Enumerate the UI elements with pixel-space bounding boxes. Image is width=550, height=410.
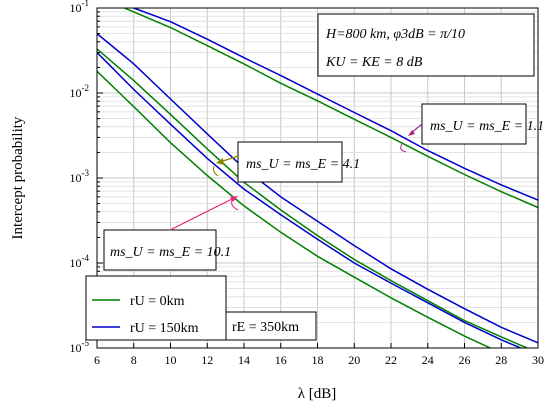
x-tick-label: 20 — [348, 353, 360, 367]
series-line-0 — [133, 8, 538, 201]
x-tick-label: 16 — [275, 353, 287, 367]
arc-m11 — [400, 143, 407, 153]
x-tick-label: 12 — [201, 353, 213, 367]
x-tick-label: 26 — [459, 353, 471, 367]
x-tick-label: 10 — [165, 353, 177, 367]
annotation-m101-text: ms_U = ms_E = 10.1 — [110, 245, 231, 260]
series-layer — [97, 8, 538, 348]
annotation-m101: ms_U = ms_E = 10.1 — [103, 229, 231, 271]
annotation-arrows — [169, 123, 423, 231]
x-tick-label: 28 — [495, 353, 507, 367]
series-line-5 — [97, 70, 493, 348]
legend: rU = 0km rU = 150km rE = 350km — [85, 275, 317, 341]
y-tick-label: 10-3 — [70, 168, 90, 185]
annotation-m11: ms_U = ms_E = 1.1 — [421, 103, 544, 145]
x-tick-label: 18 — [312, 353, 324, 367]
annotation-m11-text: ms_U = ms_E = 1.1 — [430, 119, 544, 134]
x-axis-title: λ [dB] — [298, 386, 337, 402]
params-box: H=800 km, φ3dB = π/10 KU = KE = 8 dB — [317, 13, 535, 77]
arc-m41 — [213, 165, 219, 177]
series-line-4 — [97, 51, 523, 348]
annotation-m41: ms_U = ms_E = 4.1 — [237, 141, 360, 183]
x-tick-label: 22 — [385, 353, 397, 367]
y-tick-label: 10-4 — [70, 253, 90, 270]
legend-extra-label: rE = 350km — [232, 320, 299, 335]
series-line-1 — [124, 8, 538, 209]
params-line-1: H=800 km, φ3dB = π/10 — [325, 27, 465, 42]
series-line-3 — [97, 48, 529, 348]
params-line-2: KU = KE = 8 dB — [325, 55, 423, 70]
x-tick-label: 8 — [131, 353, 137, 367]
y-tick-label: 10-5 — [70, 338, 90, 355]
y-tick-label: 10-1 — [70, 0, 90, 15]
legend-label-blue: rU = 150km — [130, 321, 199, 336]
x-tick-label: 24 — [422, 353, 434, 367]
series-line-2 — [97, 33, 538, 344]
annotation-m41-text: ms_U = ms_E = 4.1 — [246, 157, 360, 172]
y-axis-title: Intercept probability — [10, 116, 26, 239]
plot-frame — [96, 7, 539, 349]
legend-label-green: rU = 0km — [130, 294, 185, 309]
x-tick-label: 14 — [238, 353, 250, 367]
arc-m101 — [231, 199, 239, 211]
x-tick-label: 30 — [532, 353, 544, 367]
y-tick-label: 10-2 — [70, 83, 90, 100]
arrow-m101 — [169, 196, 237, 231]
x-tick-label: 6 — [94, 353, 100, 367]
